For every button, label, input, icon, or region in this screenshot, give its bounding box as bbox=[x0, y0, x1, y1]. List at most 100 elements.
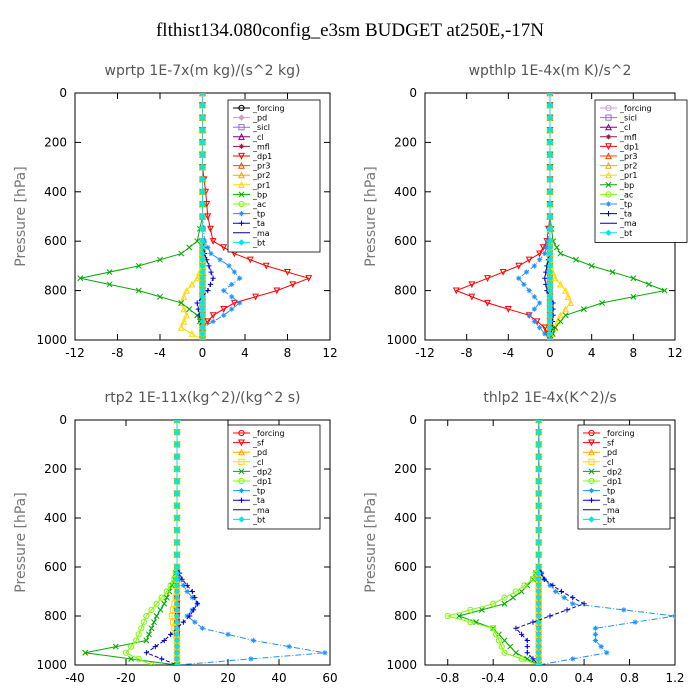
data-point bbox=[535, 588, 542, 595]
data-point bbox=[151, 619, 158, 626]
legend-marker bbox=[605, 191, 612, 198]
legend-marker bbox=[588, 488, 595, 494]
data-point bbox=[592, 625, 599, 631]
legend-label: _cl bbox=[252, 458, 264, 467]
data-point bbox=[189, 588, 195, 595]
data-point bbox=[237, 275, 243, 281]
data-point bbox=[531, 318, 537, 325]
data-point bbox=[661, 287, 668, 294]
data-point bbox=[77, 275, 84, 282]
x-tick-label: -4 bbox=[154, 346, 166, 360]
data-point bbox=[173, 655, 181, 663]
legend-item: _sicl bbox=[600, 114, 637, 123]
legend-label: _tp bbox=[252, 487, 265, 496]
y-axis-label: Pressure [hPa] bbox=[13, 492, 29, 592]
data-point bbox=[184, 582, 190, 588]
data-point bbox=[226, 263, 232, 269]
data-point bbox=[550, 582, 556, 588]
legend-label: _ac bbox=[619, 190, 633, 199]
data-point bbox=[562, 286, 570, 294]
legend-item: _pr2 bbox=[600, 162, 637, 171]
legend-label: _dp1 bbox=[602, 477, 622, 486]
legend-marker bbox=[238, 143, 245, 149]
data-point bbox=[536, 325, 543, 331]
data-point bbox=[237, 300, 243, 306]
legend-item: _bt bbox=[583, 515, 615, 524]
x-tick-label: 1.2 bbox=[665, 671, 684, 685]
legend-marker bbox=[605, 171, 612, 179]
data-point bbox=[546, 213, 554, 220]
data-point bbox=[180, 305, 188, 313]
data-point bbox=[173, 453, 181, 460]
legend-label: _bp bbox=[252, 190, 267, 199]
legend-marker bbox=[238, 200, 245, 208]
y-axis-label: Pressure [hPa] bbox=[13, 166, 29, 266]
legend-label: _pr2 bbox=[619, 162, 637, 171]
data-point bbox=[199, 238, 206, 245]
legend-item: _tp bbox=[233, 487, 265, 496]
data-point bbox=[210, 275, 216, 281]
data-point bbox=[546, 126, 554, 134]
data-point bbox=[252, 293, 260, 301]
data-point bbox=[518, 655, 525, 662]
data-point bbox=[135, 287, 142, 294]
data-point bbox=[173, 420, 181, 424]
data-point bbox=[535, 576, 542, 583]
data-point bbox=[536, 257, 543, 263]
x-tick-label: -12 bbox=[415, 346, 435, 360]
data-point bbox=[173, 606, 181, 614]
data-point bbox=[573, 256, 579, 263]
plot-frame bbox=[74, 419, 331, 666]
data-point bbox=[199, 139, 206, 146]
data-point bbox=[289, 281, 297, 289]
legend-item: _sf bbox=[583, 439, 614, 448]
data-point bbox=[531, 306, 537, 312]
data-point bbox=[553, 244, 560, 251]
data-point bbox=[152, 644, 158, 650]
legend-marker bbox=[238, 104, 245, 112]
x-tick-label: 8 bbox=[284, 346, 292, 360]
data-point bbox=[546, 305, 554, 313]
data-point bbox=[518, 631, 525, 637]
legend-item: _ma bbox=[600, 219, 637, 228]
legend-item: _pr1 bbox=[233, 181, 270, 190]
data-point bbox=[220, 306, 228, 313]
data-point bbox=[564, 293, 572, 300]
data-point bbox=[467, 606, 474, 613]
legend-item: _pd bbox=[583, 448, 617, 457]
legend-item: _ma bbox=[233, 229, 270, 238]
x-tick-label: -12 bbox=[65, 346, 85, 360]
y-tick-label: 400 bbox=[44, 511, 67, 525]
legend-item: _bt bbox=[233, 238, 265, 247]
data-point bbox=[199, 318, 206, 325]
data-point bbox=[546, 93, 554, 97]
data-point bbox=[207, 225, 214, 233]
data-point bbox=[205, 244, 211, 250]
data-point bbox=[159, 656, 165, 662]
data-point bbox=[535, 563, 542, 571]
legend-marker bbox=[588, 448, 595, 456]
legend-marker bbox=[588, 439, 595, 447]
series-bt bbox=[546, 93, 554, 340]
data-point bbox=[609, 269, 616, 276]
x-tick-label: -20 bbox=[116, 671, 136, 685]
data-point bbox=[192, 595, 198, 601]
data-point bbox=[510, 594, 517, 601]
data-point bbox=[546, 312, 554, 319]
data-point bbox=[106, 269, 113, 276]
series-dp1 bbox=[444, 420, 542, 665]
data-point bbox=[199, 114, 206, 121]
legend-item: _ta bbox=[233, 219, 265, 228]
x-tick-label: 60 bbox=[322, 671, 337, 685]
data-point bbox=[173, 478, 181, 485]
legend-marker bbox=[238, 191, 245, 198]
data-point bbox=[186, 306, 193, 313]
data-point bbox=[173, 631, 181, 638]
data-point bbox=[598, 644, 604, 650]
data-point bbox=[535, 637, 542, 644]
data-point bbox=[468, 281, 476, 289]
x-tick-label: 12 bbox=[667, 346, 682, 360]
data-point bbox=[173, 649, 181, 656]
legend-item: _forcing bbox=[233, 429, 285, 438]
